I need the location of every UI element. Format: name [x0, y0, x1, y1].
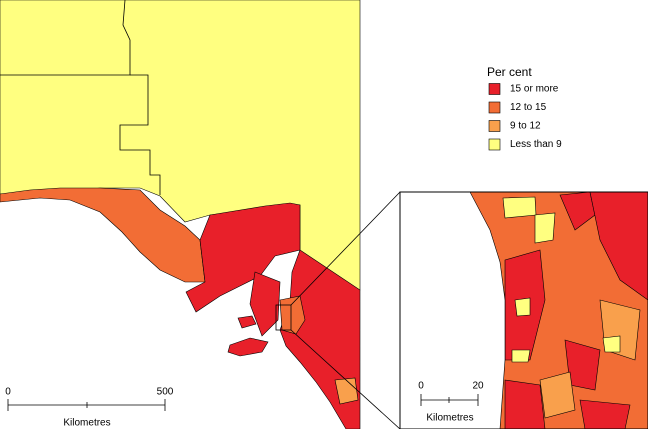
island — [237, 315, 257, 329]
region — [334, 377, 359, 405]
inset-leader — [290, 329, 401, 429]
region — [502, 196, 537, 219]
legend-swatch — [488, 138, 501, 151]
legend-label: 12 to 15 — [510, 102, 547, 113]
region — [579, 399, 631, 429]
scale-unit: Kilometres — [63, 418, 110, 429]
scale-unit: Kilometres — [426, 413, 473, 424]
legend-label: 15 or more — [510, 84, 559, 95]
sea — [399, 191, 506, 429]
legend-label: Less than 9 — [510, 139, 562, 150]
legend: Per cent 15 or more 12 to 15 9 to 12 Less t… — [487, 65, 562, 151]
island — [227, 337, 269, 357]
scale-label: 20 — [472, 381, 484, 392]
legend-swatch — [488, 120, 501, 132]
main-map — [0, 0, 401, 429]
region — [602, 335, 621, 353]
region — [511, 349, 531, 363]
scale-label: 0 — [418, 381, 424, 392]
region — [539, 371, 576, 419]
region — [185, 202, 301, 313]
boundary — [119, 74, 161, 195]
inset-map: 0 20 Kilometres — [399, 191, 648, 429]
region — [514, 297, 531, 317]
region — [249, 271, 281, 337]
region — [504, 379, 546, 429]
inset-frame — [399, 191, 648, 429]
boundary — [0, 0, 131, 76]
inset-locator — [275, 304, 292, 331]
inset-leader — [290, 191, 401, 306]
scale-label: 500 — [157, 387, 174, 398]
legend-swatch — [488, 83, 501, 95]
region — [534, 212, 556, 244]
legend-swatch — [488, 101, 501, 114]
region — [0, 187, 206, 283]
scale-label: 0 — [5, 387, 11, 398]
legend-title: Per cent — [487, 65, 532, 79]
legend-label: 9 to 12 — [510, 121, 541, 132]
region — [564, 339, 601, 391]
region — [279, 295, 306, 335]
main-scale: 0 500 Kilometres — [5, 387, 174, 429]
